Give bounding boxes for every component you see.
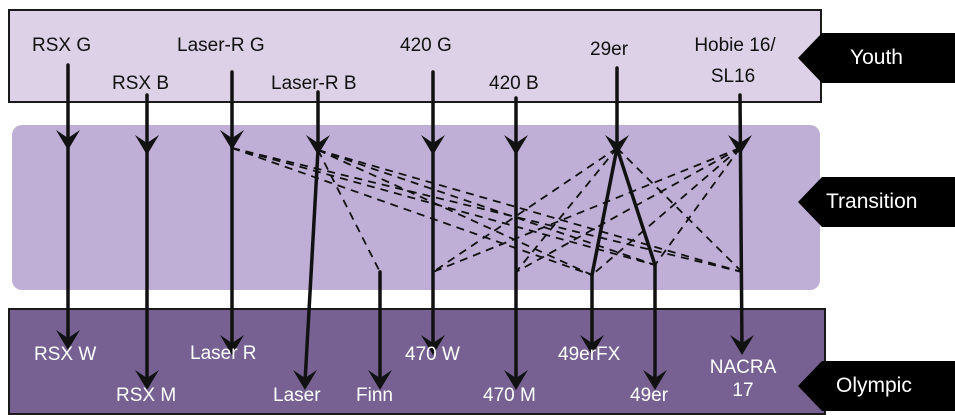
olympic-band — [8, 308, 826, 415]
olympic-class-17: 17 — [732, 380, 754, 401]
youth-class-29er: 29er — [590, 39, 629, 60]
olympic-class-49erfx: 49erFX — [558, 344, 621, 365]
olympic-class-470-w: 470 W — [405, 344, 460, 365]
level-label-transition: Transition — [826, 190, 918, 213]
olympic-class-finn: Finn — [356, 385, 393, 406]
level-label-youth: Youth — [850, 46, 903, 69]
arrow-29er-49erfx — [590, 146, 619, 277]
olympic-class-rsx-w: RSX W — [34, 344, 97, 365]
youth-band — [8, 9, 822, 103]
youth-class-rsx-g: RSX G — [32, 35, 92, 56]
olympic-class-nacra: NACRA — [709, 357, 777, 378]
olympic-class-rsx-m: RSX M — [116, 385, 177, 406]
olympic-class-laser-r: Laser R — [190, 343, 257, 364]
olympic-class-laser: Laser — [273, 385, 321, 406]
olympic-class-470-m: 470 M — [483, 385, 536, 406]
level-label-olympic: Olympic — [836, 374, 912, 397]
youth-class-420-b: 420 B — [489, 73, 539, 94]
level-tag-transition: Transition — [798, 177, 955, 227]
level-tag-olympic: Olympic — [798, 361, 955, 411]
youth-class-hobie-16: Hobie 16/ — [694, 35, 776, 56]
level-tag-youth: Youth — [798, 33, 955, 83]
youth-class-laser-r-g: Laser-R G — [177, 35, 265, 56]
arrow-hobie-nacra — [738, 93, 744, 352]
youth-class-sl16: SL16 — [710, 66, 756, 87]
tag-shape-youth — [798, 33, 955, 83]
tag-shape-transition — [798, 177, 955, 227]
youth-class-laser-r-b: Laser-R B — [271, 73, 357, 94]
arrow-laserb-laser-2 — [303, 148, 320, 384]
youth-class-rsx-b: RSX B — [112, 73, 170, 94]
youth-class-420-g: 420 G — [400, 35, 452, 56]
tag-shape-olympic — [798, 361, 955, 411]
dashed-links — [231, 147, 743, 276]
arrowheads — [56, 130, 754, 390]
olympic-class-49er: 49er — [630, 385, 669, 406]
